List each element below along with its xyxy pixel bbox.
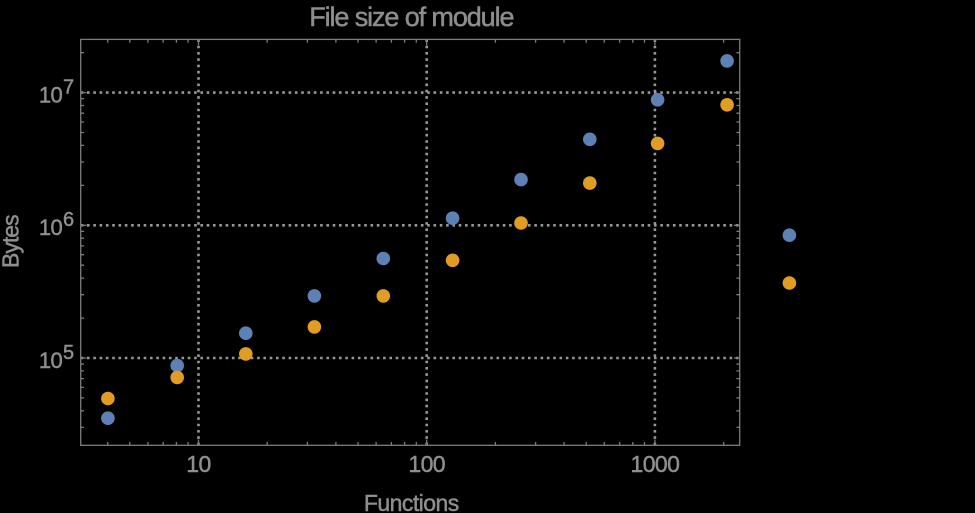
- svg-text:1000: 1000: [631, 451, 680, 477]
- svg-text:6: 6: [63, 209, 74, 231]
- svg-text:10: 10: [39, 348, 63, 373]
- svg-text:7: 7: [63, 77, 74, 99]
- svg-text:10: 10: [39, 215, 63, 240]
- svg-text:File size of module: File size of module: [309, 2, 513, 32]
- svg-text:5: 5: [63, 342, 74, 364]
- svg-text:Functions: Functions: [364, 490, 459, 513]
- svg-text:Bytes: Bytes: [0, 215, 23, 268]
- svg-text:10: 10: [39, 82, 63, 107]
- svg-text:10: 10: [186, 451, 210, 477]
- svg-text:100: 100: [408, 451, 445, 477]
